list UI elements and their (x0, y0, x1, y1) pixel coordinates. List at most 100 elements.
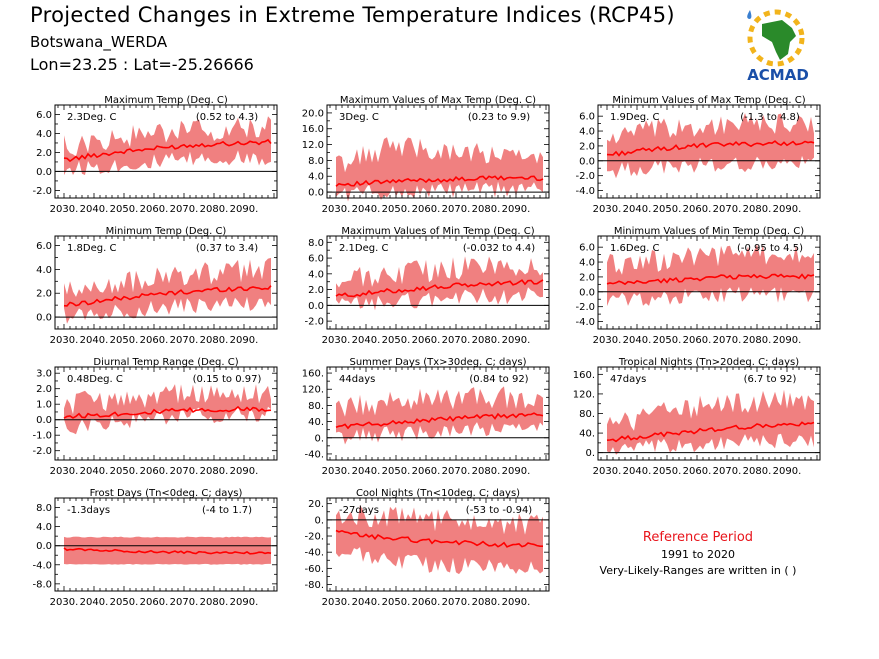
median-line (63, 138, 272, 163)
x-tick-label: 2040. (352, 335, 381, 346)
mean-change-label: 44days (339, 374, 375, 385)
x-tick-label: 2050. (110, 204, 139, 215)
y-tick-label: 1.0 (36, 400, 52, 411)
x-tick-label: 2070. (713, 335, 742, 346)
panel-title: Cool Nights (Tn<10deg. C; days) (356, 488, 520, 499)
very-likely-range-label: (-1.3 to 4.8) (740, 112, 800, 123)
x-tick-label: 2030. (322, 466, 351, 477)
y-tick-label: 40. (308, 417, 324, 428)
range-band (607, 389, 814, 455)
y-tick-label: -2.0 (575, 171, 595, 182)
x-tick-label: 2090. (502, 204, 531, 215)
x-tick-label: 2080. (743, 204, 772, 215)
y-tick-label: 4.0 (36, 265, 52, 276)
x-tick-label: 2050. (382, 335, 411, 346)
y-tick-label: 2.0 (36, 148, 52, 159)
very-likely-range-label: (-53 to -0.94) (466, 505, 533, 516)
y-tick-label: -40. (304, 548, 324, 559)
x-tick-label: 2060. (412, 204, 441, 215)
x-tick-label: 2080. (743, 335, 772, 346)
x-tick-label: 2050. (110, 597, 139, 608)
y-tick-label: 6.0 (36, 241, 52, 252)
reference-period-title: Reference Period (642, 530, 754, 545)
y-tick-label: 6.0 (308, 254, 324, 265)
x-tick-label: 2030. (593, 204, 622, 215)
y-tick-label: 4.0 (36, 129, 52, 140)
panel-title: Minimum Temp (Deg. C) (106, 226, 227, 237)
mean-change-label: -27days (339, 505, 379, 516)
x-tick-label: 2040. (80, 335, 109, 346)
y-tick-label: 120. (573, 389, 595, 400)
svg-text:ACMAD: ACMAD (747, 66, 809, 84)
very-likely-range-label: (-0.032 to 4.4) (463, 243, 535, 254)
x-tick-label: 2080. (200, 597, 229, 608)
x-tick-label: 2080. (472, 204, 501, 215)
x-tick-label: 2030. (593, 466, 622, 477)
median-line (63, 547, 272, 555)
y-tick-label: 6.0 (579, 112, 595, 123)
y-tick-label: 6.0 (36, 110, 52, 121)
station-coordinates: Lon=23.25 : Lat=-25.26666 (30, 55, 254, 74)
y-tick-label: 12.0 (302, 140, 324, 151)
x-tick-label: 2090. (502, 335, 531, 346)
y-tick-label: 8.0 (308, 156, 324, 167)
x-tick-label: 2090. (230, 335, 259, 346)
y-tick-label: 4.0 (579, 127, 595, 138)
x-tick-label: 2030. (322, 335, 351, 346)
panel-title: Maximum Values of Min Temp (Deg. C) (341, 226, 534, 237)
chart-panel-10: -8.0 -4.0 0.0 4.0 8.0 2030. 2040. 2050. 2060. 207… (32, 488, 278, 608)
x-tick-label: 2060. (412, 335, 441, 346)
x-tick-label: 2050. (653, 466, 682, 477)
x-tick-label: 2040. (80, 597, 109, 608)
x-tick-label: 2070. (713, 204, 742, 215)
chart-panel-6: -4.0 -2.0 0.0 2.0 4.0 6.0 2030. 2040. 2050. 2060.… (575, 226, 821, 346)
x-tick-label: 2070. (442, 335, 471, 346)
range-band (64, 116, 271, 176)
acmad-logo: ACMAD (747, 9, 809, 84)
x-tick-label: 2060. (140, 335, 169, 346)
x-tick-label: 2030. (593, 335, 622, 346)
x-tick-label: 2040. (623, 204, 652, 215)
x-tick-label: 2070. (442, 597, 471, 608)
x-tick-label: 2040. (80, 204, 109, 215)
very-likely-range-label: (-4 to 1.7) (202, 505, 252, 516)
mean-change-label: 3Deg. C (339, 112, 379, 123)
y-tick-label: 120. (302, 385, 324, 396)
x-tick-label: 2040. (80, 466, 109, 477)
range-band (336, 386, 543, 445)
very-likely-range-label: (6.7 to 92) (744, 374, 797, 385)
y-tick-label: 20.0 (302, 108, 324, 119)
x-tick-label: 2030. (50, 466, 79, 477)
panel-title: Maximum Values of Max Temp (Deg. C) (340, 95, 536, 106)
y-tick-label: -20. (304, 532, 324, 543)
y-tick-label: 0.0 (308, 188, 324, 199)
y-tick-label: 80. (579, 409, 595, 420)
panel-title: Minimum Values of Min Temp (Deg. C) (614, 226, 804, 237)
mean-change-label: 1.8Deg. C (67, 243, 116, 254)
range-band (607, 113, 814, 179)
chart-panel-2: 0.0 4.0 8.0 12.0 16.0 20.0 2030. 2040. 2050. 2060… (302, 95, 550, 215)
x-tick-label: 2080. (472, 597, 501, 608)
range-band (607, 244, 814, 307)
y-tick-label: 0.0 (579, 287, 595, 298)
page-title: Projected Changes in Extreme Temperature… (30, 3, 675, 27)
range-band (336, 137, 543, 202)
very-likely-range-label: (0.37 to 3.4) (196, 243, 258, 254)
y-tick-label: -2.0 (32, 446, 52, 457)
x-tick-label: 2070. (713, 466, 742, 477)
x-tick-label: 2050. (382, 597, 411, 608)
x-tick-label: 2090. (502, 597, 531, 608)
x-tick-label: 2090. (773, 466, 802, 477)
panel-title: Summer Days (Tx>30deg. C; days) (349, 357, 526, 368)
range-band (336, 256, 543, 311)
x-tick-label: 2090. (230, 466, 259, 477)
x-tick-label: 2080. (472, 335, 501, 346)
x-tick-label: 2070. (170, 204, 199, 215)
y-tick-label: -40. (304, 449, 324, 460)
median-line (335, 279, 544, 298)
y-tick-label: 0.0 (36, 167, 52, 178)
x-tick-label: 2070. (170, 597, 199, 608)
x-tick-label: 2080. (200, 335, 229, 346)
station-name: Botswana_WERDA (30, 33, 168, 51)
